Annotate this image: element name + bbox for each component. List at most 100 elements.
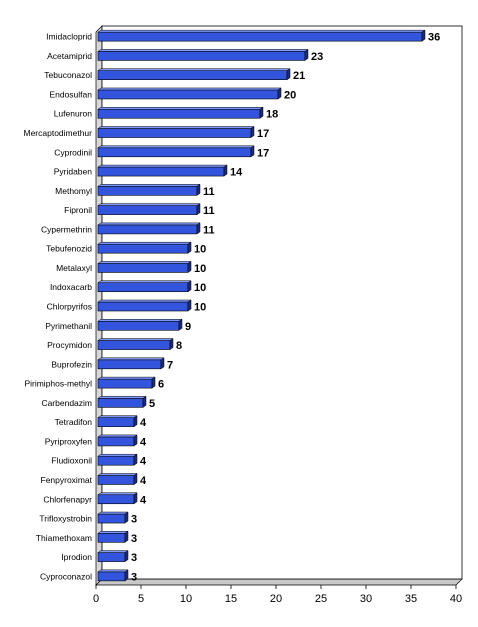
value-label: 11 [203, 224, 215, 236]
bar-top [97, 280, 192, 283]
value-label: 8 [176, 340, 182, 352]
bar-front [97, 475, 135, 485]
bar [97, 434, 138, 447]
category-label: Trifloxystrobin [39, 514, 92, 524]
value-label: 17 [257, 147, 269, 159]
bar-top [97, 338, 174, 341]
bar-end [304, 48, 309, 61]
category-label: Fenpyroximat [41, 475, 93, 485]
bar-top [97, 473, 138, 476]
bar-end [187, 280, 192, 293]
category-label: Tebuconazol [44, 70, 92, 80]
category-label: Fipronil [64, 205, 92, 215]
bar-top [97, 569, 129, 573]
value-label: 7 [167, 359, 173, 371]
bar-front [97, 31, 423, 42]
x-tick-label: 25 [315, 593, 327, 605]
bar-end [196, 222, 201, 235]
bar-front [97, 89, 279, 100]
bar-front [97, 243, 189, 254]
bar-top [97, 184, 201, 187]
category-label: Metalaxyl [56, 263, 92, 273]
category-label: Cyprodinil [54, 147, 92, 157]
bar-top [97, 299, 192, 303]
bar [97, 473, 138, 485]
bar-top [97, 511, 129, 515]
bar-top [97, 261, 192, 264]
value-label: 3 [131, 514, 137, 526]
bar-top [97, 453, 138, 457]
bar [97, 569, 129, 582]
bar [97, 164, 228, 177]
x-tick-label: 30 [360, 593, 372, 605]
category-label: Tetradifon [55, 417, 93, 427]
bar-end [133, 473, 138, 485]
bar-top [97, 376, 156, 380]
category-label: Iprodion [61, 552, 92, 562]
bar-top [97, 319, 183, 322]
category-label: Cyproconazol [40, 571, 92, 581]
x-tick-label: 20 [270, 593, 282, 605]
bar-end [133, 492, 138, 505]
category-label: Indoxacarb [50, 282, 92, 292]
bar-top [97, 222, 201, 226]
bar [97, 260, 192, 273]
value-label: 4 [140, 417, 147, 429]
value-label: 10 [194, 263, 206, 275]
bar-top [97, 68, 291, 71]
bar-top [97, 550, 129, 553]
bar-end [187, 241, 192, 254]
bar-front [97, 320, 180, 331]
bar-top [97, 164, 228, 168]
category-label: Fludioxonil [51, 456, 92, 466]
category-label: Pyridaben [54, 167, 93, 177]
bar-top [97, 87, 282, 91]
bar-end [421, 29, 426, 42]
bar [97, 511, 129, 524]
value-label: 4 [140, 494, 147, 506]
bar-front [97, 378, 153, 389]
bar-top [97, 241, 192, 245]
value-label: 20 [284, 89, 296, 101]
bar [97, 318, 183, 331]
value-label: 9 [185, 321, 191, 333]
x-axis: 0 5 10 15 20 25 30 35 40 [93, 585, 462, 605]
bar-front [97, 571, 126, 582]
category-label: Mercaptodimethur [23, 128, 92, 138]
bar [97, 29, 426, 42]
value-label: 10 [194, 244, 206, 256]
bar-end [178, 318, 183, 331]
bar-top [97, 531, 129, 534]
bar [97, 106, 264, 119]
bar [97, 395, 147, 408]
bar-top [97, 106, 264, 110]
bar [97, 68, 291, 81]
bar-end [124, 530, 129, 543]
bar-end [187, 299, 192, 312]
bar [97, 492, 138, 505]
bar [97, 453, 138, 466]
bar-end [124, 569, 129, 582]
bar [97, 183, 201, 196]
bar-top [97, 203, 201, 206]
value-label: 11 [203, 205, 215, 217]
category-label: Procymidon [47, 340, 92, 350]
bar-front [97, 205, 198, 215]
value-label: 6 [158, 379, 164, 391]
bar-top [97, 357, 165, 361]
value-label: 10 [194, 282, 206, 294]
bar [97, 241, 192, 254]
bar-end [277, 87, 282, 100]
bar-end [151, 376, 156, 389]
bar-front [97, 359, 162, 370]
bar [97, 222, 201, 235]
category-label: Chlorfenapyr [43, 494, 92, 504]
bar-end [250, 145, 255, 158]
value-label: 11 [203, 186, 215, 198]
value-label: 5 [149, 398, 155, 410]
category-label: Pyriproxyfen [45, 436, 93, 446]
bar-end [250, 126, 255, 138]
bar [97, 48, 309, 61]
value-label: 23 [311, 51, 323, 63]
x-tick-label: 10 [180, 593, 192, 605]
